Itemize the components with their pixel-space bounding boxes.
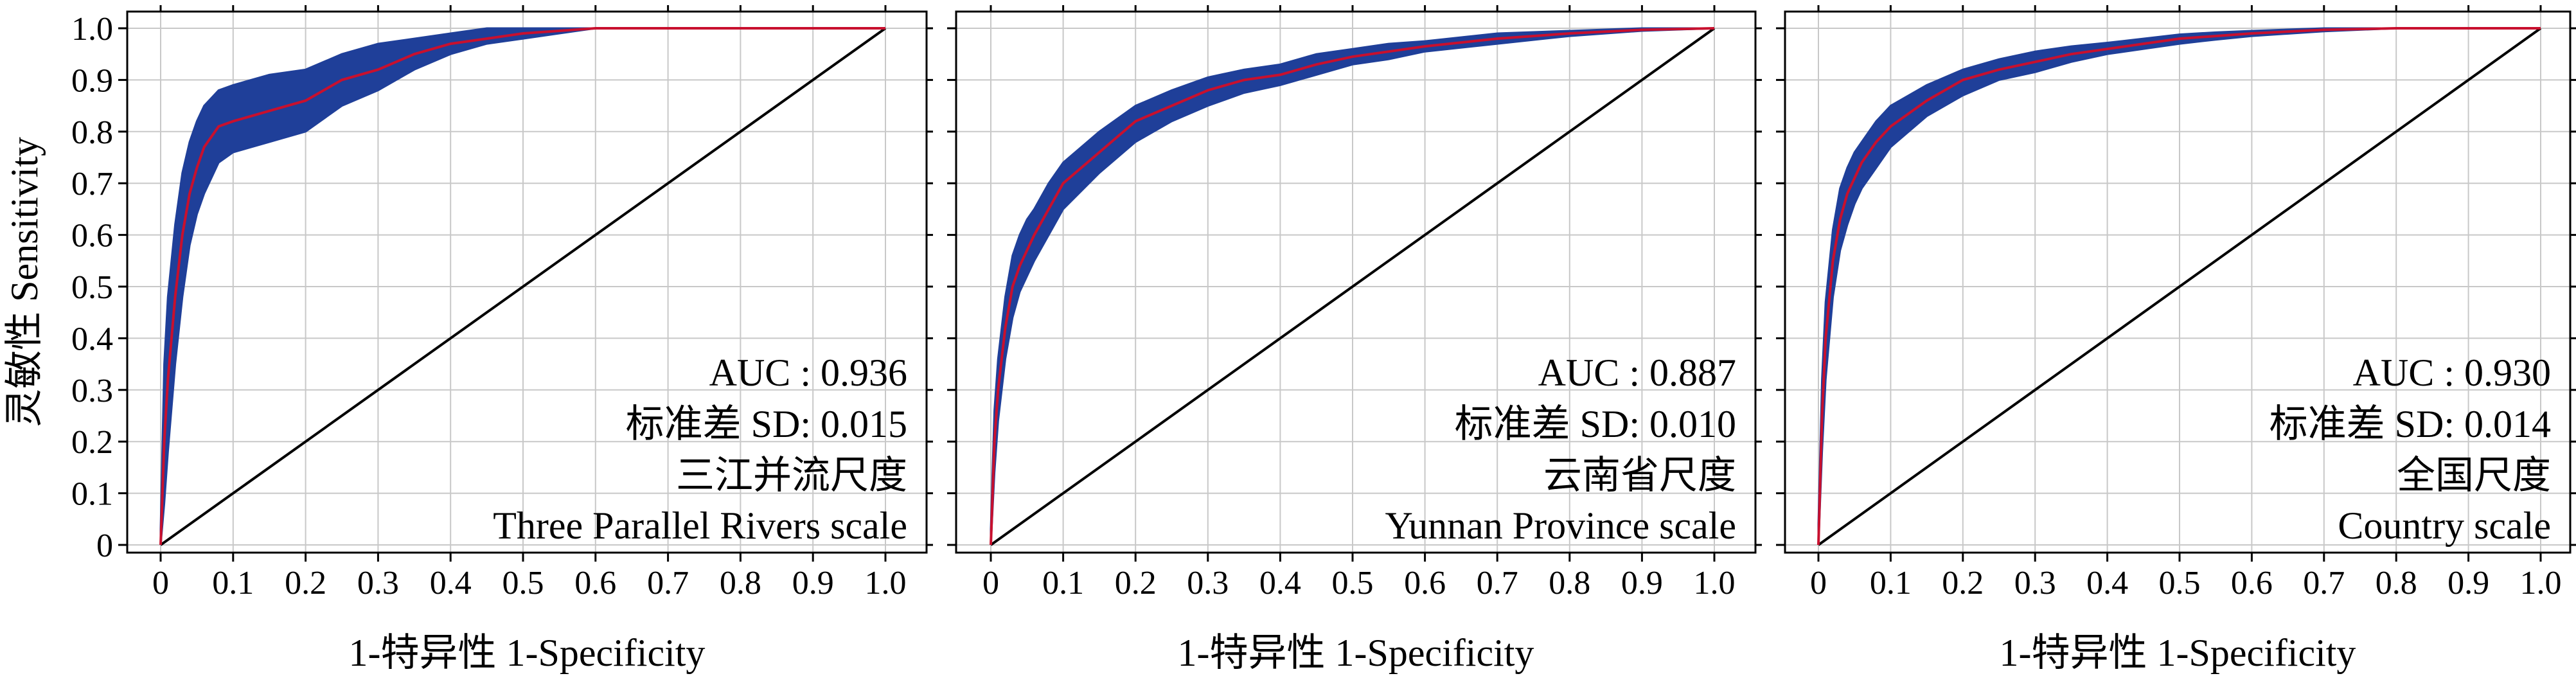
annotation-2: 标准差 SD: 0.014 xyxy=(2270,403,2551,445)
reference-line xyxy=(159,27,887,546)
annotation-4: Yunnan Province scale xyxy=(1385,504,1736,547)
annotation-3: 三江并流尺度 xyxy=(676,454,907,497)
x-tick-label: 0 xyxy=(982,565,999,601)
x-tick-label: 0.6 xyxy=(2231,565,2273,601)
annotation-2: 标准差 SD: 0.010 xyxy=(1455,403,1736,445)
annotation-1: AUC : 0.887 xyxy=(1538,351,1736,394)
mean-roc-line xyxy=(159,27,885,546)
y-tick-label: 0.8 xyxy=(71,114,113,151)
x-tick-label: 0.9 xyxy=(2447,565,2489,601)
y-tick-label: 0.2 xyxy=(71,424,113,461)
x-tick-label: 1.0 xyxy=(1694,565,1736,601)
x-tick-label: 0.3 xyxy=(2014,565,2056,601)
x-tick-label: 0.8 xyxy=(720,565,761,601)
y-tick-label: 0.3 xyxy=(71,373,113,409)
x-tick-label: 0.6 xyxy=(1404,565,1446,601)
y-tick-label: 0.5 xyxy=(71,269,113,306)
x-tick-label: 1.0 xyxy=(865,565,907,601)
annotation-4: Country scale xyxy=(2338,504,2551,547)
x-tick-label: 0.8 xyxy=(1549,565,1590,601)
x-tick-label: 0.2 xyxy=(285,565,326,601)
x-tick-label: 0.9 xyxy=(1621,565,1663,601)
y-tick-label: 1.0 xyxy=(71,11,113,48)
roc-panel-3: 0 0.1 0.2 0.3 0.4 0.5 0.6 0.7 0.8 0.9 1.0 1-特异性 1-S… xyxy=(1776,5,2576,674)
x-axis-label: 1-特异性 1-Specificity xyxy=(2000,632,2356,674)
x-axis-label: 1-特异性 1-Specificity xyxy=(349,632,706,674)
x-tick-label: 0.2 xyxy=(1115,565,1157,601)
x-tick-label: 0.3 xyxy=(1187,565,1229,601)
x-tick-label: 0.9 xyxy=(792,565,834,601)
x-tick-label: 0.4 xyxy=(430,565,472,601)
x-axis-label: 1-特异性 1-Specificity xyxy=(1178,632,1534,674)
x-tick-label: 0.7 xyxy=(2303,565,2345,601)
y-tick-label: 0.4 xyxy=(71,321,113,357)
annotation-2: 标准差 SD: 0.015 xyxy=(626,403,907,445)
mean-roc-line xyxy=(990,27,1715,546)
x-tick-label: 0.5 xyxy=(2159,565,2201,601)
annotation-1: AUC : 0.930 xyxy=(2353,351,2551,394)
x-tick-label: 0.8 xyxy=(2376,565,2417,601)
y-tick-label: 0.9 xyxy=(71,62,113,99)
y-tick-label: 0 xyxy=(96,528,113,564)
x-tick-label: 0 xyxy=(1810,565,1827,601)
y-tick-label: 0.6 xyxy=(71,218,113,254)
x-tick-label: 0.6 xyxy=(574,565,616,601)
x-tick-label: 0.1 xyxy=(1042,565,1084,601)
x-tick-label: 0.1 xyxy=(212,565,254,601)
y-tick-label: 0.1 xyxy=(71,476,113,513)
x-tick-label: 0.1 xyxy=(1870,565,1912,601)
x-tick-label: 0.4 xyxy=(2086,565,2128,601)
plot-frame xyxy=(1784,10,2572,554)
y-tick-label: 0.7 xyxy=(71,166,113,202)
mean-roc-line xyxy=(1817,27,2541,546)
x-tick-label: 1.0 xyxy=(2520,565,2562,601)
roc-panel-2: 0 0.1 0.2 0.3 0.4 0.5 0.6 0.7 0.8 0.9 1.0 1-特异性 1-S… xyxy=(947,5,1762,674)
roc-panel-1: 0 0.1 0.2 0.3 0.4 0.5 0.6 0.7 0.8 0.9 1.0 0 0.1 0.2 0.… xyxy=(3,5,933,674)
x-tick-label: 0 xyxy=(152,565,169,601)
plot-frame xyxy=(955,10,1757,554)
y-axis-label: 灵敏性 Sensitivity xyxy=(3,137,46,427)
annotation-4: Three Parallel Rivers scale xyxy=(493,504,907,547)
x-tick-label: 0.3 xyxy=(357,565,399,601)
x-tick-label: 0.5 xyxy=(1332,565,1374,601)
x-tick-label: 0.5 xyxy=(502,565,544,601)
annotation-3: 全国尺度 xyxy=(2397,454,2551,497)
reference-line xyxy=(1817,27,2542,546)
reference-line xyxy=(990,27,1716,546)
x-tick-label: 0.7 xyxy=(647,565,689,601)
x-tick-label: 0.7 xyxy=(1477,565,1518,601)
annotation-3: 云南省尺度 xyxy=(1543,454,1736,497)
x-tick-label: 0.4 xyxy=(1259,565,1301,601)
x-tick-label: 0.2 xyxy=(1942,565,1984,601)
plot-frame xyxy=(126,10,928,554)
annotation-1: AUC : 0.936 xyxy=(709,351,907,394)
